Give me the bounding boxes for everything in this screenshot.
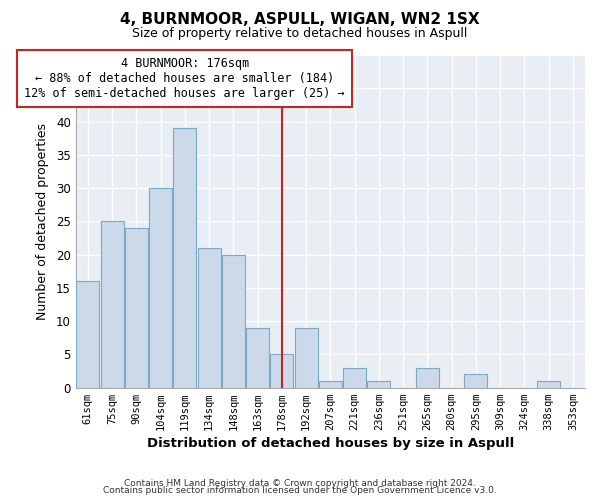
Bar	[537, 381, 560, 388]
Bar	[343, 368, 366, 388]
Bar	[125, 228, 148, 388]
Bar	[197, 248, 221, 388]
Bar	[173, 128, 196, 388]
Bar	[271, 354, 293, 388]
Text: Size of property relative to detached houses in Aspull: Size of property relative to detached ho…	[133, 28, 467, 40]
Bar	[76, 281, 100, 388]
Text: Contains public sector information licensed under the Open Government Licence v3: Contains public sector information licen…	[103, 486, 497, 495]
Bar	[149, 188, 172, 388]
Text: Contains HM Land Registry data © Crown copyright and database right 2024.: Contains HM Land Registry data © Crown c…	[124, 478, 476, 488]
Text: 4, BURNMOOR, ASPULL, WIGAN, WN2 1SX: 4, BURNMOOR, ASPULL, WIGAN, WN2 1SX	[120, 12, 480, 28]
Bar	[367, 381, 391, 388]
X-axis label: Distribution of detached houses by size in Aspull: Distribution of detached houses by size …	[147, 437, 514, 450]
Bar	[295, 328, 317, 388]
Bar	[101, 222, 124, 388]
Y-axis label: Number of detached properties: Number of detached properties	[36, 123, 49, 320]
Bar	[222, 254, 245, 388]
Bar	[246, 328, 269, 388]
Bar	[416, 368, 439, 388]
Bar	[319, 381, 342, 388]
Bar	[464, 374, 487, 388]
Text: 4 BURNMOOR: 176sqm
← 88% of detached houses are smaller (184)
12% of semi-detach: 4 BURNMOOR: 176sqm ← 88% of detached hou…	[25, 57, 345, 100]
